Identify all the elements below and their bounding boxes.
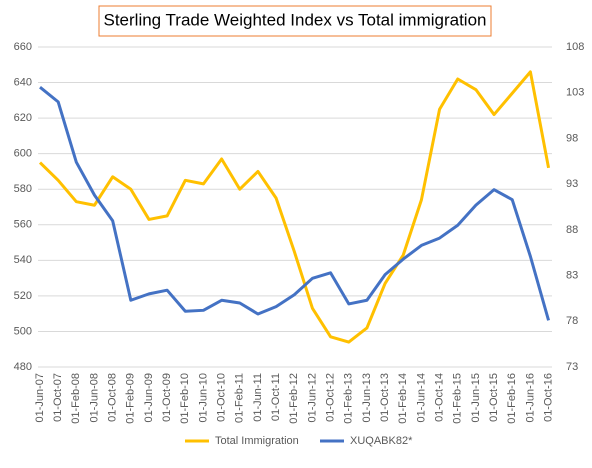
x-tick-label: 01-Jun-10: [197, 373, 209, 423]
x-tick-label: 01-Oct-16: [542, 373, 554, 422]
y2-tick-label: 93: [566, 178, 578, 190]
x-tick-label: 01-Oct-11: [270, 373, 282, 421]
x-tick-label: 01-Feb-10: [179, 373, 191, 424]
x-tick-label: 01-Jun-14: [415, 373, 427, 423]
y-tick-label: 580: [14, 183, 32, 195]
x-tick-label: 01-Jun-16: [524, 373, 536, 423]
x-tick-label: 01-Jun-13: [361, 373, 373, 423]
y2-tick-label: 88: [566, 224, 578, 236]
x-tick-label: 01-Oct-15: [488, 373, 500, 422]
x-tick-label: 01-Feb-12: [288, 373, 300, 424]
y2-tick-label: 83: [566, 269, 578, 281]
chart-title: Sterling Trade Weighted Index vs Total i…: [103, 10, 486, 29]
x-tick-label: 01-Feb-08: [70, 373, 82, 424]
y-tick-label: 600: [14, 148, 32, 160]
x-tick-label: 01-Feb-16: [506, 373, 518, 424]
y-tick-label: 560: [14, 219, 32, 231]
x-tick-label: 01-Jun-15: [470, 373, 482, 423]
x-tick-label: 01-Oct-10: [216, 373, 228, 422]
y-tick-label: 500: [14, 325, 32, 337]
x-tick-label: 01-Oct-07: [52, 373, 64, 422]
x-tick-label: 01-Jun-07: [34, 373, 46, 423]
y-tick-label: 520: [14, 290, 32, 302]
y2-tick-label: 73: [566, 361, 578, 373]
x-tick-label: 01-Oct-12: [325, 373, 337, 422]
x-tick-label: 01-Oct-08: [107, 373, 119, 422]
y-tick-label: 660: [14, 41, 32, 53]
y-tick-label: 540: [14, 254, 32, 266]
x-tick-label: 01-Feb-14: [397, 373, 409, 424]
y2-tick-label: 98: [566, 132, 578, 144]
y2-tick-label: 103: [566, 87, 584, 99]
y2-tick-label: 108: [566, 41, 584, 53]
x-tick-label: 01-Feb-09: [125, 373, 137, 424]
legend-label: Total Immigration: [215, 435, 299, 447]
x-tick-label: 01-Feb-15: [452, 373, 464, 424]
title-box: [98, 5, 492, 37]
y-tick-label: 640: [14, 76, 32, 88]
x-tick-label: 01-Oct-14: [433, 373, 445, 422]
legend-label: XUQABK82*: [350, 435, 413, 447]
x-tick-label: 01-Oct-09: [161, 373, 173, 422]
x-tick-label: 01-Feb-11: [234, 373, 246, 423]
x-tick-label: 01-Jun-12: [306, 373, 318, 423]
x-tick-label: 01-Feb-13: [343, 373, 355, 424]
y-tick-label: 620: [14, 112, 32, 124]
x-tick-label: 01-Jun-11: [252, 373, 264, 422]
y-tick-label: 480: [14, 361, 32, 373]
series-line: [38, 70, 551, 344]
series-line: [39, 86, 550, 321]
x-tick-label: 01-Jun-09: [143, 373, 155, 423]
y2-tick-label: 78: [566, 315, 578, 327]
x-tick-label: 01-Oct-13: [379, 373, 391, 422]
x-tick-label: 01-Jun-08: [88, 373, 100, 423]
